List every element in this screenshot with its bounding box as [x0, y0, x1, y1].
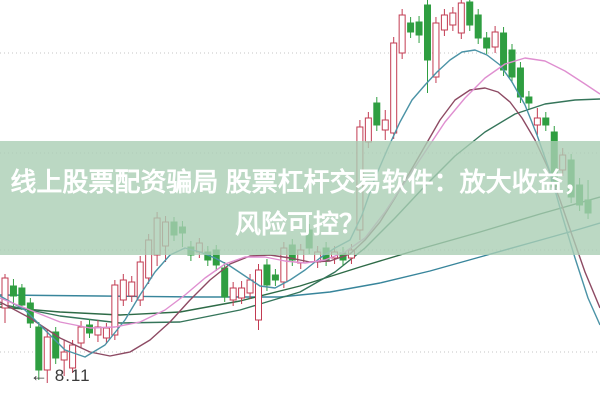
- candle-body: [35, 326, 43, 371]
- ma-pink: [0, 57, 600, 329]
- low-price-label: 8.11: [54, 366, 91, 385]
- candle-body: [398, 14, 406, 54]
- candle-body: [221, 267, 229, 298]
- candle-body: [43, 336, 51, 371]
- candle-body: [1, 277, 9, 309]
- candle-body: [449, 12, 457, 26]
- candle-body: [407, 22, 415, 33]
- candle-body: [525, 96, 533, 104]
- candle-body: [271, 274, 279, 281]
- candle-body: [457, 2, 465, 34]
- candle-body: [136, 261, 144, 301]
- candle-body: [440, 14, 448, 31]
- low-price-annotation: ← 8.11: [30, 365, 91, 386]
- candle-body: [390, 42, 398, 134]
- candle-body: [86, 324, 93, 334]
- candle-body: [18, 287, 26, 306]
- candle-body: [246, 279, 254, 294]
- candle-body: [424, 4, 431, 61]
- candle-body: [508, 49, 516, 78]
- candle-body: [364, 117, 372, 143]
- candle-body: [229, 287, 237, 301]
- headline-banner: 线上股票配资骗局 股票杠杆交易软件：放大收益， 风险可控？: [0, 141, 600, 255]
- candle-body: [533, 117, 541, 126]
- candle-body: [432, 22, 440, 78]
- headline-line-2: 风险可控？: [234, 209, 365, 239]
- candle-body: [128, 281, 136, 297]
- candle-body: [483, 37, 491, 49]
- candle-body: [111, 284, 119, 336]
- candle-body: [119, 279, 127, 301]
- candle-body: [415, 21, 423, 36]
- candle-body: [373, 102, 381, 126]
- left-arrow-icon: ←: [30, 365, 49, 385]
- headline-line-1: 线上股票配资骗局 股票杠杆交易软件：放大收益，: [10, 167, 590, 197]
- candle-body: [491, 31, 499, 48]
- candle-body: [255, 269, 262, 321]
- candle-body: [9, 285, 17, 297]
- candle-body: [542, 117, 550, 126]
- candle-body: [69, 344, 77, 369]
- candle-body: [102, 327, 110, 339]
- candle-body: [263, 264, 271, 286]
- candle-body: [60, 351, 68, 361]
- candle-body: [466, 1, 474, 26]
- candle-body: [474, 14, 482, 39]
- candle-body: [238, 287, 246, 299]
- candle-body: [77, 326, 85, 344]
- candle-body: [381, 119, 389, 131]
- candle-body: [52, 331, 60, 359]
